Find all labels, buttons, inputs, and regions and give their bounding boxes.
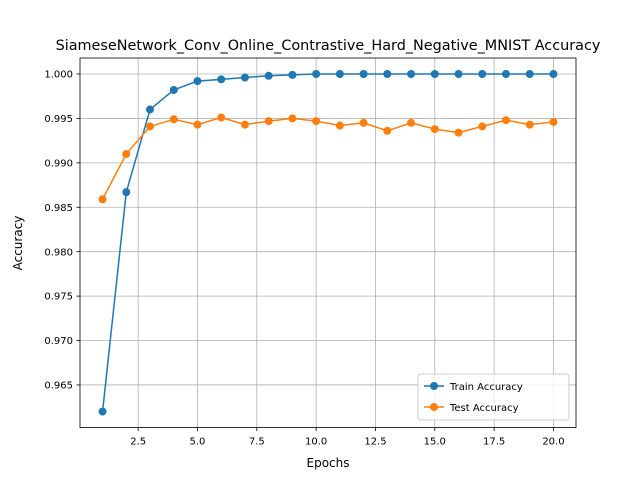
train-accuracy-point xyxy=(312,69,321,78)
test-accuracy-point xyxy=(359,118,368,127)
test-accuracy-point xyxy=(335,121,344,130)
test-accuracy-point xyxy=(383,126,392,135)
y-tick-label: 0.995 xyxy=(44,114,73,125)
test-accuracy-point xyxy=(240,120,249,129)
x-axis-label: Epochs xyxy=(307,456,350,470)
test-accuracy-point xyxy=(501,116,510,125)
train-accuracy-point xyxy=(169,85,178,94)
y-tick-label: 0.965 xyxy=(44,381,73,392)
legend-item-test-accuracy: Test Accuracy xyxy=(424,403,519,414)
plot-area-frame xyxy=(79,57,577,429)
legend-label-test-accuracy: Test Accuracy xyxy=(449,403,519,414)
test-accuracy-point xyxy=(454,128,463,137)
y-tick-label: 0.975 xyxy=(44,292,73,303)
y-axis-label: Accuracy xyxy=(11,216,25,271)
test-accuracy-point xyxy=(288,114,297,123)
test-accuracy-point xyxy=(430,125,439,134)
train-accuracy-point xyxy=(430,69,439,78)
test-accuracy-point xyxy=(122,149,131,158)
train-accuracy-point xyxy=(525,69,534,78)
y-tick-label: 0.990 xyxy=(44,158,73,169)
test-accuracy-point xyxy=(193,120,202,129)
test-accuracy-point xyxy=(264,117,273,126)
train-accuracy-point xyxy=(288,70,297,79)
test-accuracy-point xyxy=(407,118,416,127)
x-tick-label: 7.5 xyxy=(249,437,265,448)
x-tick-label: 12.5 xyxy=(364,437,386,448)
train-accuracy-point xyxy=(335,69,344,78)
train-accuracy-point xyxy=(264,71,273,80)
train-accuracy-point xyxy=(240,73,249,82)
y-tick-label: 1.000 xyxy=(44,70,73,81)
x-tick-label: 17.5 xyxy=(483,437,505,448)
x-tick-label: 2.5 xyxy=(130,437,146,448)
x-tick-label: 20.0 xyxy=(542,437,564,448)
series-layer xyxy=(98,69,558,416)
chart-legend: Train Accuracy Test Accuracy xyxy=(417,373,570,421)
test-accuracy-point xyxy=(217,113,226,122)
train-accuracy-point xyxy=(407,69,416,78)
train-accuracy-point xyxy=(549,69,558,78)
legend-item-train-accuracy: Train Accuracy xyxy=(424,382,523,393)
test-accuracy-point xyxy=(549,117,558,126)
test-accuracy-point xyxy=(478,122,487,131)
train-accuracy-point xyxy=(359,69,368,78)
y-axis-ticks: 0.965 0.970 0.975 0.980 0.985 0.990 0.995 1.000 xyxy=(44,70,80,392)
train-accuracy-point xyxy=(98,407,107,416)
x-tick-label: 15.0 xyxy=(424,437,446,448)
train-accuracy-point xyxy=(146,105,155,114)
test-accuracy-point xyxy=(98,195,107,204)
legend-marker-train-accuracy xyxy=(430,382,438,390)
test-accuracy-line xyxy=(101,116,554,200)
test-accuracy-series xyxy=(98,113,558,204)
y-tick-label: 0.970 xyxy=(44,336,73,347)
chart-title: SiameseNetwork_Conv_Online_Contrastive_H… xyxy=(56,38,601,54)
test-accuracy-point xyxy=(525,120,534,129)
x-axis-ticks: 2.5 5.0 7.5 10.0 12.5 15.0 17.5 20.0 xyxy=(130,427,565,448)
legend-box xyxy=(417,373,570,421)
y-tick-label: 0.985 xyxy=(44,203,73,214)
train-accuracy-series xyxy=(98,69,558,416)
train-accuracy-point xyxy=(383,69,392,78)
y-tick-label: 0.980 xyxy=(44,247,73,258)
train-accuracy-point xyxy=(217,75,226,84)
test-accuracy-point xyxy=(169,115,178,124)
x-tick-label: 10.0 xyxy=(305,437,327,448)
test-accuracy-point xyxy=(312,117,321,126)
train-accuracy-point xyxy=(501,69,510,78)
train-accuracy-point xyxy=(122,188,131,197)
train-accuracy-point xyxy=(193,77,202,86)
x-tick-label: 5.0 xyxy=(190,437,206,448)
train-accuracy-point xyxy=(478,69,487,78)
test-accuracy-point xyxy=(146,122,155,131)
legend-label-train-accuracy: Train Accuracy xyxy=(449,382,523,393)
train-accuracy-point xyxy=(454,69,463,78)
legend-marker-test-accuracy xyxy=(430,403,438,411)
